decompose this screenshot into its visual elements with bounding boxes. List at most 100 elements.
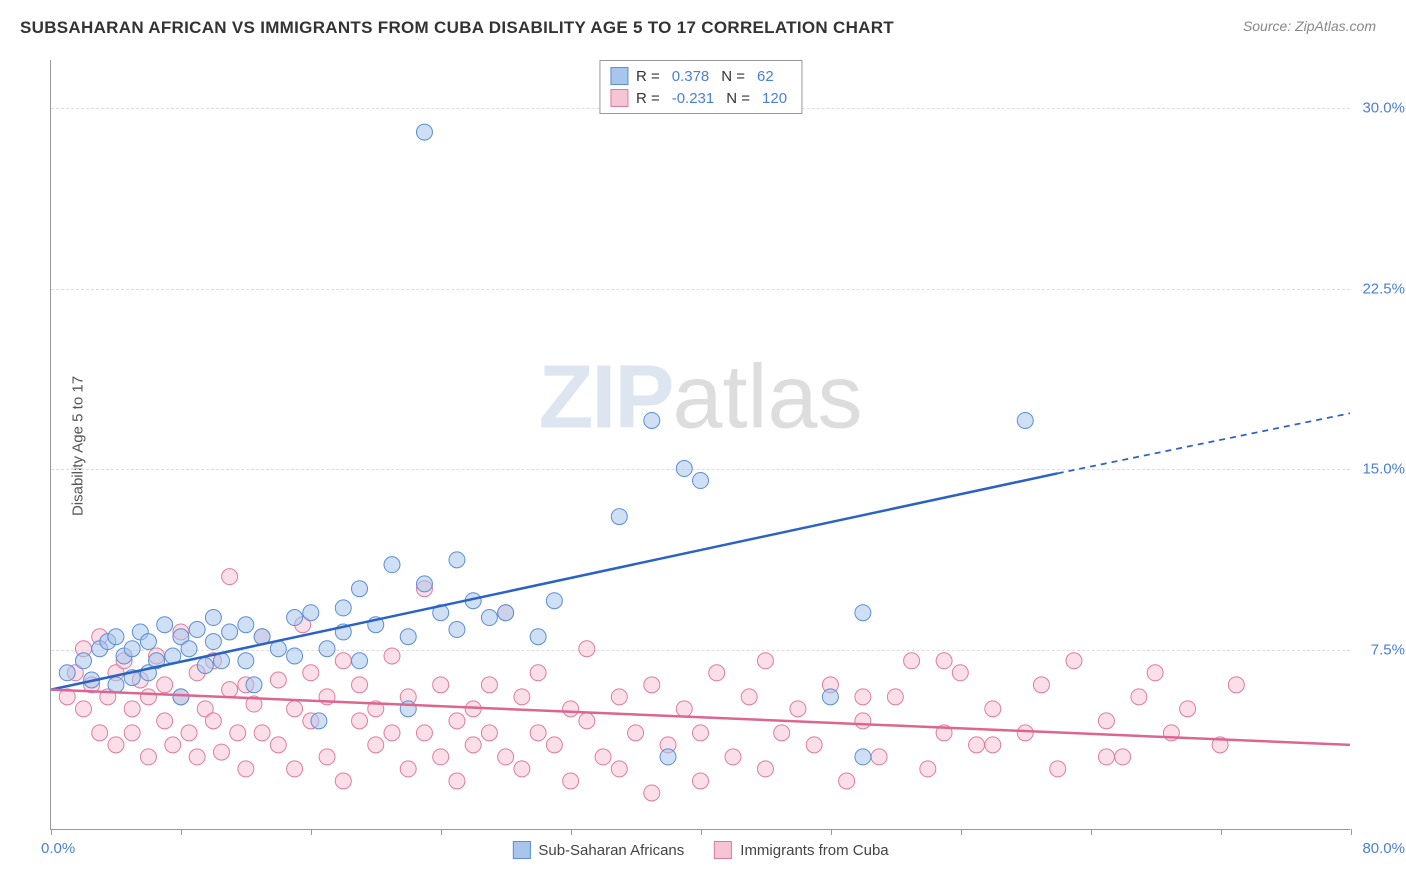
data-point <box>563 773 579 789</box>
data-point <box>205 713 221 729</box>
data-point <box>741 689 757 705</box>
x-tick <box>1221 829 1222 835</box>
data-point <box>352 581 368 597</box>
data-point <box>1115 749 1131 765</box>
data-point <box>579 713 595 729</box>
data-point <box>270 737 286 753</box>
data-point <box>189 622 205 638</box>
r-value-1: -0.231 <box>668 90 719 107</box>
data-point <box>1098 749 1114 765</box>
data-point <box>725 749 741 765</box>
data-point <box>822 689 838 705</box>
data-point <box>270 672 286 688</box>
data-point <box>498 605 514 621</box>
data-point <box>157 677 173 693</box>
data-point <box>140 634 156 650</box>
data-point <box>449 713 465 729</box>
legend-swatch-0 <box>512 841 530 859</box>
data-point <box>546 737 562 753</box>
data-point <box>1050 761 1066 777</box>
data-point <box>481 610 497 626</box>
data-point <box>530 665 546 681</box>
data-point <box>595 749 611 765</box>
chart-title: SUBSAHARAN AFRICAN VS IMMIGRANTS FROM CU… <box>20 18 894 38</box>
data-point <box>676 461 692 477</box>
data-point <box>757 653 773 669</box>
data-point <box>514 689 530 705</box>
data-point <box>246 677 262 693</box>
r-label: R = <box>636 68 660 85</box>
n-label: N = <box>726 90 750 107</box>
data-point <box>335 600 351 616</box>
data-point <box>546 593 562 609</box>
data-point <box>855 749 871 765</box>
n-value-1: 120 <box>758 90 791 107</box>
swatch-series-0 <box>610 67 628 85</box>
data-point <box>1017 412 1033 428</box>
data-point <box>181 725 197 741</box>
data-point <box>108 677 124 693</box>
data-point <box>287 610 303 626</box>
legend-item-1: Immigrants from Cuba <box>714 841 888 859</box>
data-point <box>108 737 124 753</box>
x-tick <box>571 829 572 835</box>
data-point <box>628 725 644 741</box>
data-point <box>352 653 368 669</box>
data-point <box>303 605 319 621</box>
data-point <box>352 677 368 693</box>
data-point <box>498 749 514 765</box>
data-point <box>384 557 400 573</box>
data-point <box>238 617 254 633</box>
data-point <box>920 761 936 777</box>
data-point <box>140 749 156 765</box>
data-point <box>774 725 790 741</box>
data-point <box>449 773 465 789</box>
stats-row-series-1: R = -0.231 N = 120 <box>610 87 791 109</box>
data-point <box>433 677 449 693</box>
data-point <box>693 773 709 789</box>
data-point <box>287 701 303 717</box>
legend-label-1: Immigrants from Cuba <box>740 842 888 859</box>
data-point <box>416 124 432 140</box>
data-point <box>254 725 270 741</box>
data-point <box>433 749 449 765</box>
x-tick <box>961 829 962 835</box>
stats-legend: R = 0.378 N = 62 R = -0.231 N = 120 <box>599 60 802 114</box>
r-value-0: 0.378 <box>668 68 714 85</box>
data-point <box>124 701 140 717</box>
legend-swatch-1 <box>714 841 732 859</box>
data-point <box>514 761 530 777</box>
data-point <box>335 653 351 669</box>
x-tick <box>831 829 832 835</box>
data-point <box>59 665 75 681</box>
data-point <box>579 641 595 657</box>
r-label: R = <box>636 90 660 107</box>
plot-svg <box>51 60 1350 829</box>
data-point <box>660 749 676 765</box>
data-point <box>1017 725 1033 741</box>
data-point <box>384 725 400 741</box>
data-point <box>400 761 416 777</box>
data-point <box>181 641 197 657</box>
swatch-series-1 <box>610 89 628 107</box>
data-point <box>384 648 400 664</box>
data-point <box>611 761 627 777</box>
data-point <box>449 622 465 638</box>
x-tick <box>1351 829 1352 835</box>
data-point <box>157 617 173 633</box>
data-point <box>611 509 627 525</box>
data-point <box>449 552 465 568</box>
data-point <box>969 737 985 753</box>
data-point <box>238 653 254 669</box>
data-point <box>173 689 189 705</box>
y-tick-label: 30.0% <box>1362 100 1405 117</box>
data-point <box>222 569 238 585</box>
data-point <box>92 725 108 741</box>
data-point <box>871 749 887 765</box>
data-point <box>124 641 140 657</box>
data-point <box>319 749 335 765</box>
x-max-label: 80.0% <box>1362 840 1405 857</box>
data-point <box>400 701 416 717</box>
data-point <box>1033 677 1049 693</box>
data-point <box>530 629 546 645</box>
